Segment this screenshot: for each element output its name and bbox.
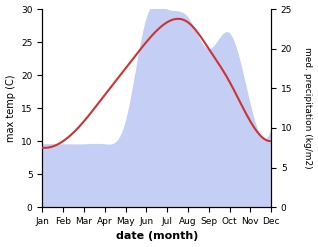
Y-axis label: med. precipitation (kg/m2): med. precipitation (kg/m2) (303, 47, 313, 169)
Y-axis label: max temp (C): max temp (C) (5, 74, 16, 142)
X-axis label: date (month): date (month) (115, 231, 198, 242)
